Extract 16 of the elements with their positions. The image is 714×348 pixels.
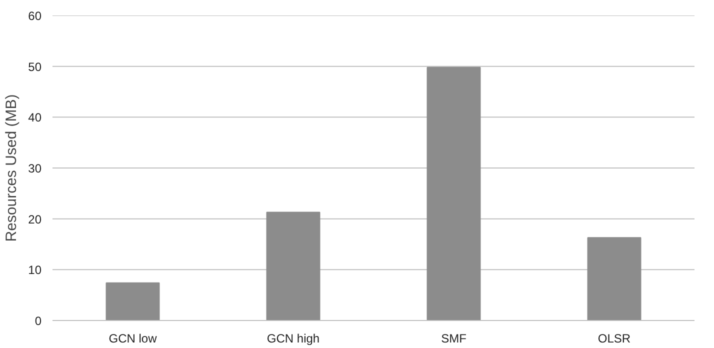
y-axis-title: Resources Used (MB) (3, 94, 20, 242)
x-tick-label: GCN low (108, 332, 158, 346)
y-tick-label: 0 (34, 314, 42, 328)
y-tick-label: 20 (28, 212, 42, 226)
y-tick-label: 30 (28, 162, 42, 176)
bar (106, 282, 160, 320)
bar (266, 212, 320, 320)
bar (587, 237, 642, 320)
x-tick-label: GCN high (266, 332, 320, 346)
y-tick-label: 50 (28, 60, 42, 74)
y-tick-label: 40 (28, 110, 42, 125)
bar (426, 66, 481, 320)
y-tick-label: 10 (28, 263, 42, 278)
x-tick-label: OLSR (598, 332, 631, 346)
y-tick-label: 60 (28, 9, 42, 23)
x-tick-label: SMF (441, 332, 466, 346)
